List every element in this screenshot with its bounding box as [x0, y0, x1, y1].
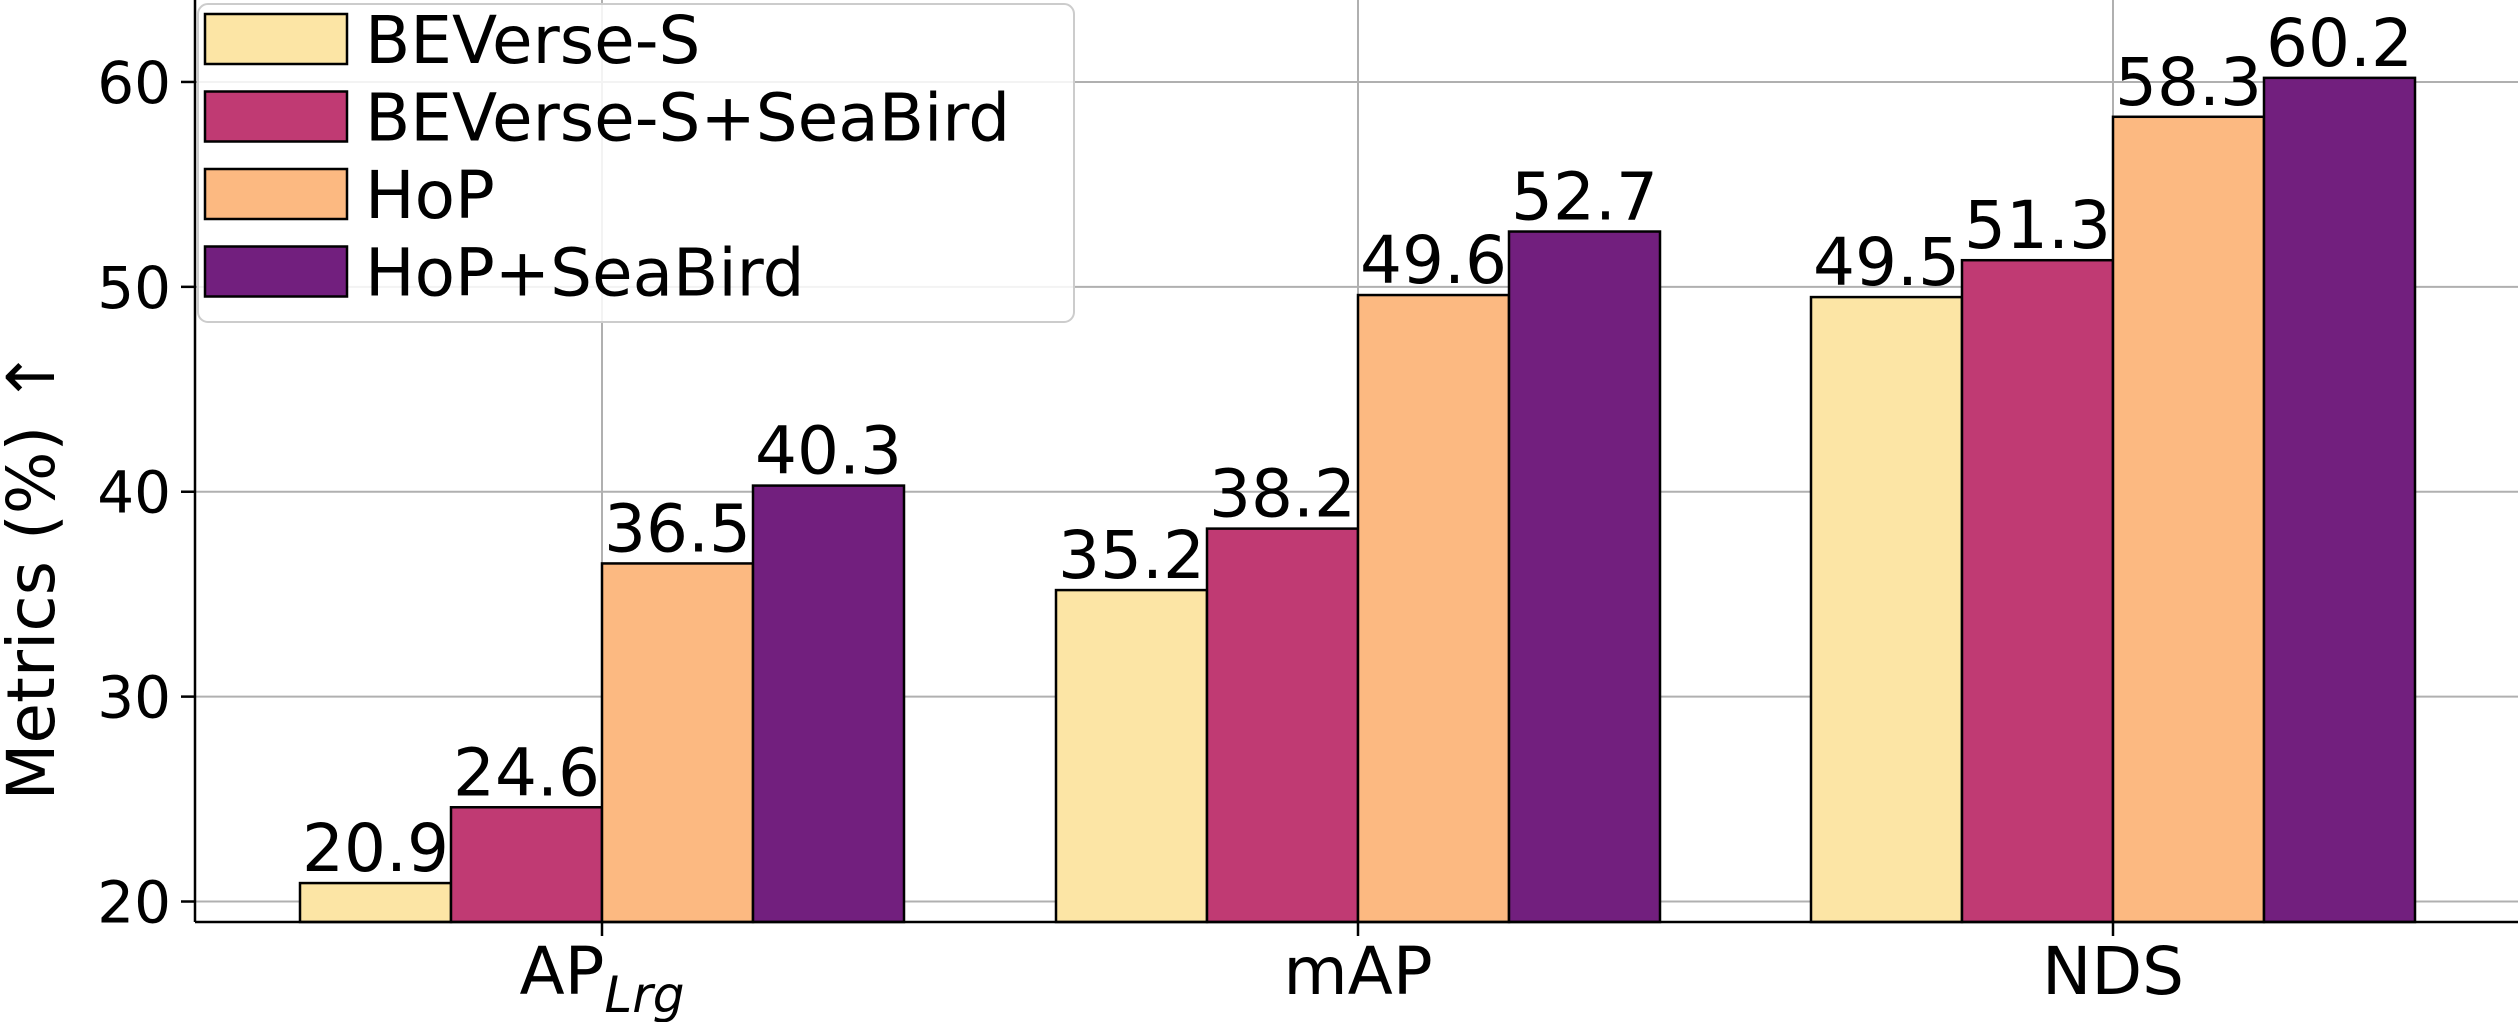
bar-hop-ap [600, 562, 755, 924]
y-tick-label: 40 [97, 459, 171, 527]
value-label: 36.5 [604, 490, 751, 567]
y-tick-label: 20 [97, 869, 171, 937]
bar-hop-seabird-nds [2262, 76, 2417, 924]
x-tick-labels: APLrg mAP NDS [519, 922, 2184, 1022]
legend-frame [197, 3, 1075, 323]
x-tick-subscript: Lrg [604, 966, 684, 1022]
bar-beverse-s-seabird-nds [1960, 258, 2115, 924]
legend-swatch-beverse-s-seabird [203, 90, 349, 143]
y-tick-labels: 20 30 40 50 60 [97, 49, 195, 937]
y-tick-label: 60 [97, 49, 171, 117]
bar-hop-seabird-ap [751, 484, 906, 924]
value-label: 24.6 [453, 734, 600, 811]
bar-beverse-s-nds [1809, 295, 1964, 924]
y-axis-label: Metrics (%) ↑ [0, 349, 70, 800]
x-tick-label-nds: NDS [2042, 933, 2184, 1010]
y-tick-label: 30 [97, 664, 171, 732]
legend-label-hop: HoP [365, 157, 495, 234]
value-label: 38.2 [1209, 456, 1356, 533]
x-tick-label-ap: APLrg [519, 933, 684, 1022]
bars [298, 76, 2417, 924]
legend-swatch-hop-seabird [203, 245, 349, 298]
value-label: 58.3 [2115, 44, 2262, 121]
value-labels: 20.9 35.2 49.5 24.6 38.2 51.3 36.5 49.6 58.3 40.3… [302, 5, 2413, 887]
legend-swatch-hop [203, 167, 349, 221]
value-label: 52.7 [1511, 159, 1658, 236]
x-tick-label-map: mAP [1283, 933, 1432, 1010]
value-label: 20.9 [302, 810, 449, 887]
value-label: 60.2 [2266, 5, 2413, 82]
bar-beverse-s-ap [298, 881, 453, 924]
legend-label-hop-seabird: HoP+SeaBird [365, 235, 805, 312]
value-label: 49.5 [1813, 224, 1960, 301]
legend-swatch-beverse-s [203, 12, 349, 66]
value-label: 40.3 [755, 413, 902, 490]
bar-hop-map [1356, 293, 1511, 924]
axes [193, 0, 2518, 924]
bar-hop-seabird-map [1507, 230, 1662, 924]
bar-beverse-s-map [1054, 588, 1209, 924]
legend-label-beverse-s: BEVerse-S [365, 2, 700, 79]
bar-hop-nds [2111, 115, 2266, 924]
bar-beverse-s-seabird-ap [449, 806, 604, 924]
y-tick-label: 50 [97, 254, 171, 322]
legend-label-beverse-s-seabird: BEVerse-S+SeaBird [365, 80, 1010, 157]
value-label: 49.6 [1360, 222, 1507, 299]
value-label: 51.3 [1964, 187, 2111, 264]
value-label: 35.2 [1058, 517, 1205, 594]
bar-beverse-s-seabird-map [1205, 527, 1360, 924]
